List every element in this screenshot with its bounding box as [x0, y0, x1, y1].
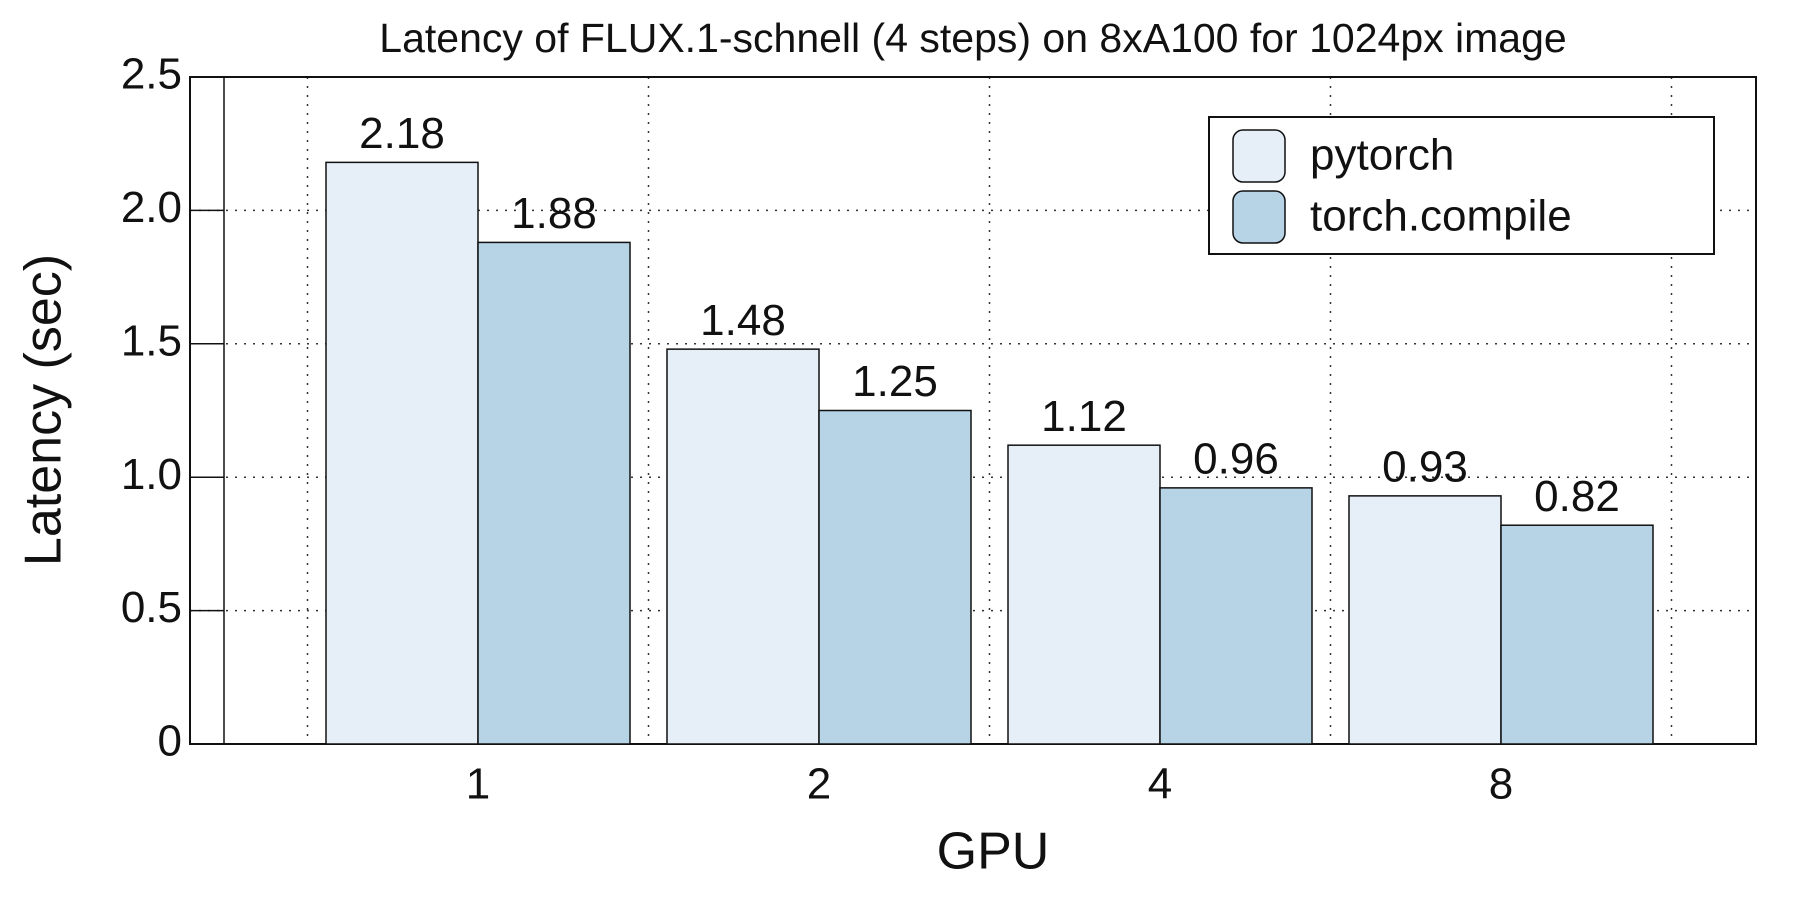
y-tick-label: 2.0: [121, 183, 182, 232]
x-axis-label: GPU: [937, 823, 1050, 881]
x-tick-label: 8: [1489, 760, 1513, 809]
legend-swatch: [1232, 129, 1286, 183]
bar: [1159, 487, 1313, 745]
value-label: 1.48: [700, 296, 786, 345]
legend-box: [1208, 116, 1715, 255]
plot-frame: [189, 76, 1757, 745]
value-label: 1.12: [1041, 392, 1127, 441]
x-tick-label: 1: [466, 760, 490, 809]
chart-title: Latency of FLUX.1-schnell (4 steps) on 8…: [379, 15, 1566, 61]
value-label: 1.88: [511, 189, 597, 238]
value-label: 1.25: [852, 357, 938, 406]
legend-label: pytorch: [1310, 131, 1454, 180]
x-tick-label: 2: [807, 760, 831, 809]
bar: [1500, 524, 1654, 745]
legend-label: torch.compile: [1310, 192, 1572, 241]
y-tick-label: 1.0: [121, 450, 182, 499]
bar: [1007, 444, 1161, 745]
bar: [1348, 495, 1502, 745]
value-label: 0.96: [1193, 434, 1279, 483]
y-tick-label: 0.5: [121, 583, 182, 632]
value-label: 2.18: [359, 109, 445, 158]
value-label: 0.93: [1382, 443, 1468, 492]
bar: [325, 161, 479, 745]
bar: [818, 409, 972, 745]
value-label: 0.82: [1534, 472, 1620, 521]
x-tick-label: 4: [1148, 760, 1172, 809]
legend-swatch: [1232, 190, 1286, 244]
y-axis-label: Latency (sec): [15, 254, 73, 566]
bar: [666, 348, 820, 745]
bar: [477, 241, 631, 745]
y-tick-label: 1.5: [121, 316, 182, 365]
y-tick-label: 0: [158, 717, 182, 766]
y-tick-label: 2.5: [121, 50, 182, 99]
